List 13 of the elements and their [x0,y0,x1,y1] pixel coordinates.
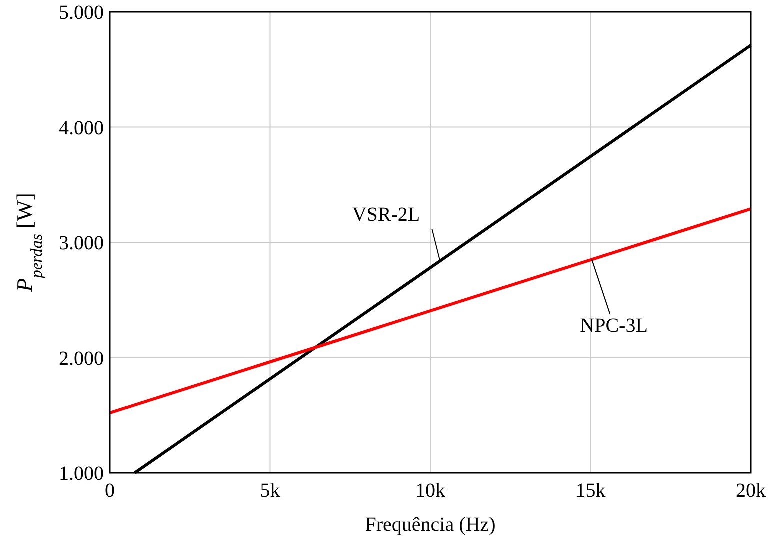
x-axis-title: Frequência (Hz) [365,514,496,536]
y-tick-label: 2.000 [59,348,104,370]
x-tick-label: 10k [416,480,446,502]
y-tick-label: 3.000 [59,232,104,254]
x-tick-label: 5k [260,480,280,502]
y-tick-label: 1.000 [59,463,104,485]
annotation: VSR-2L [352,204,420,226]
x-tick-label: 0 [105,480,115,502]
y-tick-label: 5.000 [59,2,104,24]
y-tick-label: 4.000 [59,117,104,140]
x-tick-label: 15k [576,480,606,502]
annotation: NPC-3L [580,314,648,337]
x-tick-label: 20k [736,480,766,502]
